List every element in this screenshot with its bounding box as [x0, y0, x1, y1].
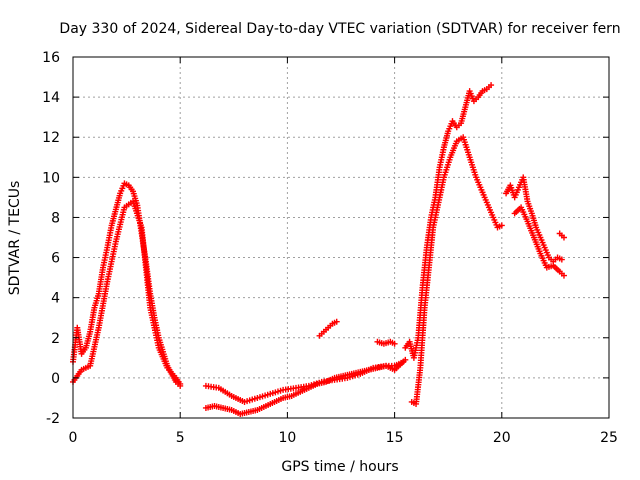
y-tick-label-4: 6	[51, 251, 60, 267]
data-points	[70, 82, 567, 417]
series-7	[408, 134, 505, 407]
x-tick-label-4: 20	[493, 430, 511, 446]
x-tick-label-1: 5	[176, 430, 185, 446]
x-axis-label: GPS time / hours	[281, 459, 398, 475]
y-tick-label-6: 10	[42, 170, 60, 186]
x-tick-labels: 0 5 10 15 20 25	[69, 430, 618, 446]
x-tick-label-0: 0	[69, 430, 78, 446]
data-point-4-4	[333, 318, 340, 325]
data-point-5-3	[391, 340, 398, 347]
chart-title: Day 330 of 2024, Sidereal Day-to-day VTE…	[59, 21, 620, 37]
series-8	[503, 174, 565, 265]
series-0	[70, 180, 184, 389]
data-point-10-2	[560, 234, 567, 241]
y-tick-label-9: 16	[42, 50, 60, 66]
y-axis-label: SDTVAR / TECUs	[7, 181, 23, 296]
series-10	[556, 230, 567, 241]
x-tick-label-3: 15	[386, 430, 404, 446]
y-tick-label-5: 8	[51, 210, 60, 226]
grid-lines	[73, 57, 609, 418]
y-tick-labels: -2 0 2 4 6 8 10 12 14 16	[42, 50, 60, 427]
data-point-7-18	[498, 222, 505, 229]
data-point-8-13	[558, 256, 565, 263]
x-tick-label-2: 10	[278, 430, 296, 446]
series-1	[70, 198, 184, 387]
y-tick-label-3: 4	[51, 291, 60, 307]
series-9	[511, 204, 567, 279]
series-3	[202, 356, 409, 405]
series-4	[316, 318, 340, 339]
series-5	[374, 338, 398, 347]
y-tick-label-0: -2	[46, 411, 60, 427]
data-point-1-13	[177, 380, 184, 387]
data-point-6-20	[488, 82, 495, 89]
y-tick-label-7: 12	[42, 130, 60, 146]
data-point-9-8	[560, 272, 567, 279]
plot-frame	[72, 56, 610, 419]
y-tick-label-1: 0	[51, 371, 60, 387]
data-point-3-16	[402, 356, 409, 363]
axis-ticks	[72, 56, 610, 419]
x-tick-label-5: 25	[600, 430, 618, 446]
y-tick-label-2: 2	[51, 331, 60, 347]
y-tick-label-8: 14	[42, 90, 60, 106]
series-6	[402, 82, 495, 361]
